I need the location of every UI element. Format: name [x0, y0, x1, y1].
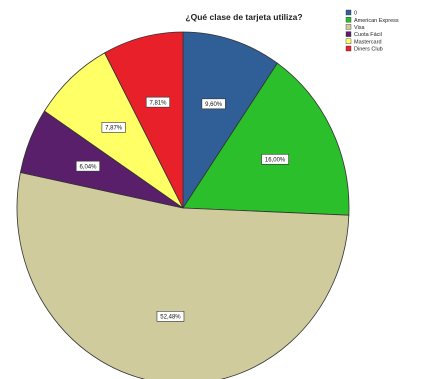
- legend-item-5: Diners Club: [345, 45, 383, 53]
- pie-slice-5: [104, 31, 184, 209]
- legend-label-4: Mastercard: [354, 39, 382, 45]
- legend-swatch-0: [345, 9, 352, 16]
- legend-item-2: Visa: [345, 24, 366, 31]
- slice-label-box-5: [145, 96, 170, 108]
- legend-swatch-5: [345, 45, 352, 52]
- legend-swatch-3: [345, 31, 352, 37]
- legend-item-3: Cuota Fácil: [345, 31, 382, 38]
- legend-item-4: Mastercard: [345, 38, 382, 45]
- slice-label-box-4: [101, 122, 126, 133]
- legend-label-0: 0: [354, 11, 357, 17]
- slice-label-text-2: 52,48%: [160, 315, 181, 321]
- legend-label-3: Cuota Fácil: [354, 32, 382, 38]
- slice-label-box-1: [261, 153, 289, 165]
- pie-slice-2: [16, 171, 350, 379]
- legend-label-5: Diners Club: [354, 47, 383, 53]
- legend-item-0: 0: [345, 9, 357, 17]
- slice-label-text-1: 16,00%: [265, 157, 286, 163]
- legend-item-1: American Express: [345, 17, 399, 24]
- legend-swatch-2: [345, 24, 352, 30]
- legend-label-2: Visa: [354, 25, 366, 31]
- legend-swatch-4: [345, 38, 352, 44]
- slice-label-4: 7,87%: [101, 122, 126, 133]
- slice-label-box-3: [75, 160, 100, 172]
- slice-label-text-4: 7,87%: [105, 126, 123, 132]
- slice-label-2: 52,48%: [156, 311, 185, 322]
- pie-slice-1: [182, 62, 350, 216]
- chart-title: ¿Qué clase de tarjeta utiliza?: [185, 12, 302, 22]
- slice-labels: 9,60% 16,00% 52,48% 6,04% 7,87% 7,81%: [75, 96, 289, 322]
- pie-slice-0: [182, 31, 278, 210]
- slice-label-text-0: 9,60%: [205, 102, 223, 108]
- slice-label-5: 7,81%: [145, 96, 170, 108]
- slice-label-box-0: [201, 98, 226, 110]
- slice-label-3: 6,04%: [75, 160, 100, 172]
- slice-label-1: 16,00%: [261, 153, 289, 165]
- slice-label-box-2: [156, 311, 185, 322]
- slice-label-text-5: 7,81%: [149, 100, 167, 106]
- slice-label-text-3: 6,04%: [79, 164, 97, 170]
- legend-label-1: American Express: [354, 18, 399, 24]
- slice-label-0: 9,60%: [201, 98, 226, 110]
- pie-slices: [16, 31, 350, 379]
- legend-swatch-1: [345, 17, 352, 23]
